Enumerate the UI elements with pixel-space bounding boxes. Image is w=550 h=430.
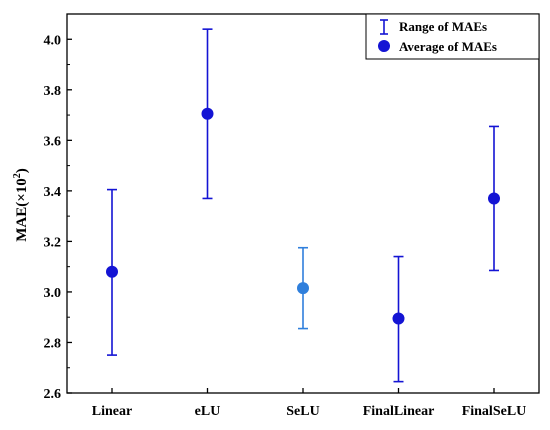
legend: Range of MAEs Average of MAEs bbox=[365, 13, 540, 60]
y-tick-label: 3.6 bbox=[44, 134, 62, 149]
y-tick-label: 3.4 bbox=[44, 185, 62, 200]
y-tick-label: 2.6 bbox=[44, 387, 62, 402]
legend-box bbox=[365, 13, 540, 60]
legend-average-label: Average of MAEs bbox=[399, 39, 497, 54]
y-tick-label: 4.0 bbox=[44, 33, 62, 48]
y-tick-label: 3.0 bbox=[44, 286, 62, 301]
x-tick-label: eLU bbox=[195, 404, 221, 419]
y-axis-title-exponent: 2 bbox=[12, 173, 23, 178]
x-tick-label: Linear bbox=[92, 404, 132, 419]
average-point bbox=[201, 107, 214, 120]
y-tick-label: 2.8 bbox=[44, 336, 62, 351]
y-axis-title-base: MAE(×10 bbox=[14, 178, 30, 242]
y-axis: 2.6 2.8 3.0 3.2 3.4 3.6 3.8 4.0 bbox=[44, 33, 72, 402]
error-bars bbox=[107, 28, 499, 383]
x-tick-label: SeLU bbox=[286, 404, 319, 419]
average-point bbox=[392, 312, 405, 325]
y-tick-label: 3.2 bbox=[44, 235, 62, 250]
x-tick-label: FinalLinear bbox=[363, 404, 435, 419]
x-axis: Linear eLU SeLU FinalLinear FinalSeLU bbox=[92, 388, 527, 419]
legend-average-swatch bbox=[378, 40, 390, 52]
average-points bbox=[106, 107, 500, 325]
x-tick-label: FinalSeLU bbox=[462, 404, 527, 419]
average-point bbox=[488, 192, 500, 205]
plot-frame bbox=[66, 13, 540, 394]
y-tick-label: 3.8 bbox=[44, 84, 62, 99]
average-point bbox=[106, 265, 118, 278]
legend-range-swatch bbox=[380, 19, 388, 35]
legend-range-label: Range of MAEs bbox=[399, 19, 487, 34]
average-point bbox=[297, 282, 309, 295]
y-axis-title-close: ) bbox=[14, 168, 30, 173]
y-axis-title: MAE(×102) bbox=[12, 168, 30, 242]
